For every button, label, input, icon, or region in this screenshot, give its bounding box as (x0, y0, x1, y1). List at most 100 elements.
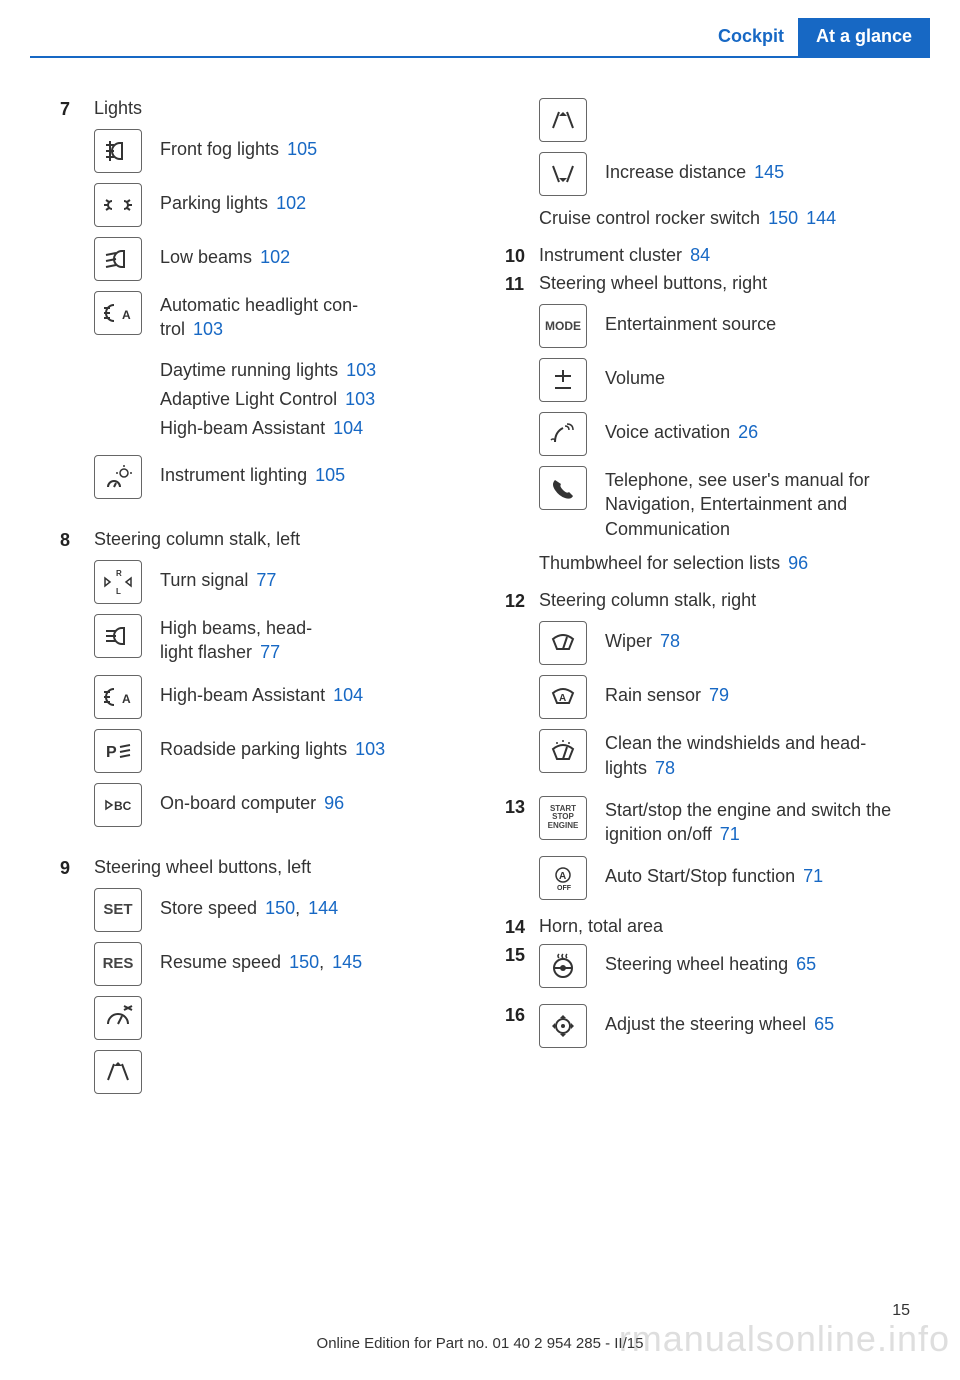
section-title: Steering column stalk, right (539, 590, 920, 611)
list-item: Instrument lighting105 (94, 455, 475, 499)
item-text: Roadside parking lights (160, 739, 347, 759)
page-ref[interactable]: 71 (803, 866, 823, 886)
page-ref[interactable]: 26 (738, 422, 758, 442)
item-text: Turn signal (160, 570, 248, 590)
item-text: Telephone, see user's manual for Navigat… (605, 470, 870, 539)
item-text: Volume (605, 368, 665, 388)
bc-icon: BC (94, 783, 142, 827)
page-ref[interactable]: 96 (324, 793, 344, 813)
list-item: Increase distance 145 (539, 152, 920, 196)
page-ref[interactable]: 77 (260, 642, 280, 662)
page-ref[interactable]: 103 (355, 739, 385, 759)
section-title: Steering wheel buttons, left (94, 857, 475, 878)
list-item: AOFF Auto Start/Stop function 71 (539, 856, 920, 900)
page-ref[interactable]: 104 (333, 685, 363, 705)
page-ref[interactable]: 103 (346, 360, 376, 380)
page-ref[interactable]: 65 (796, 954, 816, 974)
page-number: 15 (892, 1302, 910, 1320)
list-item: Low beams102 (94, 237, 475, 281)
page-ref[interactable]: 65 (814, 1014, 834, 1034)
page-ref[interactable]: 96 (788, 553, 808, 573)
list-item: Wiper 78 (539, 621, 920, 665)
item-text: High-beam Assistant (160, 418, 325, 438)
list-item: A Rain sensor79 (539, 675, 920, 719)
list-item: A Automatic headlight con trol 103 (94, 291, 475, 342)
page-ref[interactable]: 144 (806, 208, 836, 228)
page-ref[interactable]: 105 (287, 139, 317, 159)
item-text: Wiper (605, 631, 652, 651)
list-item: RES Resume speed150,145 (94, 942, 475, 986)
svg-text:A: A (122, 692, 131, 706)
list-item (94, 1050, 475, 1094)
item-text: Auto Start/Stop function (605, 866, 795, 886)
list-item: Adjust the steering wheel65 (539, 1004, 920, 1048)
footer-text: Online Edition for Part no. 01 40 2 954 … (0, 1335, 960, 1352)
item-text: Clean the windshields and head (605, 733, 860, 753)
page-ref[interactable]: 103 (345, 389, 375, 409)
page-ref[interactable]: 105 (315, 465, 345, 485)
tab-cockpit[interactable]: Cockpit (704, 18, 798, 56)
auto-stop-icon: AOFF (539, 856, 587, 900)
list-item: Front fog lights 105 (94, 129, 475, 173)
section-number: 9 (60, 857, 94, 1104)
page-ref[interactable]: 77 (256, 570, 276, 590)
item-text: Horn, total area (539, 916, 663, 936)
page-ref[interactable]: 144 (308, 898, 338, 918)
list-item: BC On-board computer 96 (94, 783, 475, 827)
item-text: Thumbwheel for selection lists (539, 553, 780, 573)
list-item: Parking lights102 (94, 183, 475, 227)
list-item: Voice activation26 (539, 412, 920, 456)
page-ref[interactable]: 102 (276, 193, 306, 213)
item-text: Adaptive Light Control (160, 389, 337, 409)
svg-text:A: A (122, 308, 131, 322)
item-text: Front fog lights (160, 139, 279, 159)
item-text: Increase distance (605, 162, 746, 182)
page-ref[interactable]: 104 (333, 418, 363, 438)
item-text: lights (605, 758, 647, 778)
page-ref[interactable]: 150 (289, 952, 319, 972)
phone-icon (539, 466, 587, 510)
section-15: 15 Steering wheel heating65 (505, 944, 920, 998)
section-number: 13 (505, 796, 539, 911)
page-ref[interactable]: 78 (660, 631, 680, 651)
item-text: light flasher (160, 642, 252, 662)
page-ref[interactable]: 71 (720, 824, 740, 844)
parking-lights-icon (94, 183, 142, 227)
rain-sensor-icon: A (539, 675, 587, 719)
item-text: Entertainment source (605, 314, 776, 334)
volume-icon (539, 358, 587, 402)
header-tabs: Cockpit At a glance (30, 18, 930, 58)
mode-icon: MODE (539, 304, 587, 348)
page-ref[interactable]: 150 (265, 898, 295, 918)
section-13: 13 STARTSTOPENGINE Start/stop the engine… (505, 796, 920, 911)
list-item: Clean the windshields and head lights 78 (539, 729, 920, 780)
svg-text:A: A (559, 693, 566, 704)
start-stop-engine-icon: STARTSTOPENGINE (539, 796, 587, 840)
section-title: Steering column stalk, left (94, 529, 475, 550)
svg-text:OFF: OFF (557, 885, 572, 892)
section-number: 8 (60, 529, 94, 837)
wheel-adjust-icon (539, 1004, 587, 1048)
distance-up-icon (539, 98, 587, 142)
svg-text:L: L (116, 587, 121, 596)
page-ref[interactable]: 102 (260, 247, 290, 267)
section-14: 14 Horn, total area (505, 916, 920, 938)
page-ref[interactable]: 103 (193, 319, 223, 339)
page-ref[interactable]: 78 (655, 758, 675, 778)
page-ref[interactable]: 79 (709, 685, 729, 705)
page-ref[interactable]: 145 (332, 952, 362, 972)
item-text: Cruise control rocker switch (539, 208, 760, 228)
tab-at-a-glance[interactable]: At a glance (798, 18, 930, 56)
page-ref[interactable]: 150 (768, 208, 798, 228)
section-title: Lights (94, 98, 475, 119)
page-ref[interactable]: 84 (690, 245, 710, 265)
page-ref[interactable]: 145 (754, 162, 784, 182)
list-item: RL Turn signal77 (94, 560, 475, 604)
high-beam-assistant-icon: A (94, 675, 142, 719)
list-item: Telephone, see user's manual for Navigat… (539, 466, 920, 541)
item-text: trol (160, 319, 185, 339)
item-text: On-board computer (160, 793, 316, 813)
item-text: Automatic headlight con (160, 295, 352, 315)
increase-distance-icon (539, 152, 587, 196)
item-text: Store speed (160, 898, 257, 918)
